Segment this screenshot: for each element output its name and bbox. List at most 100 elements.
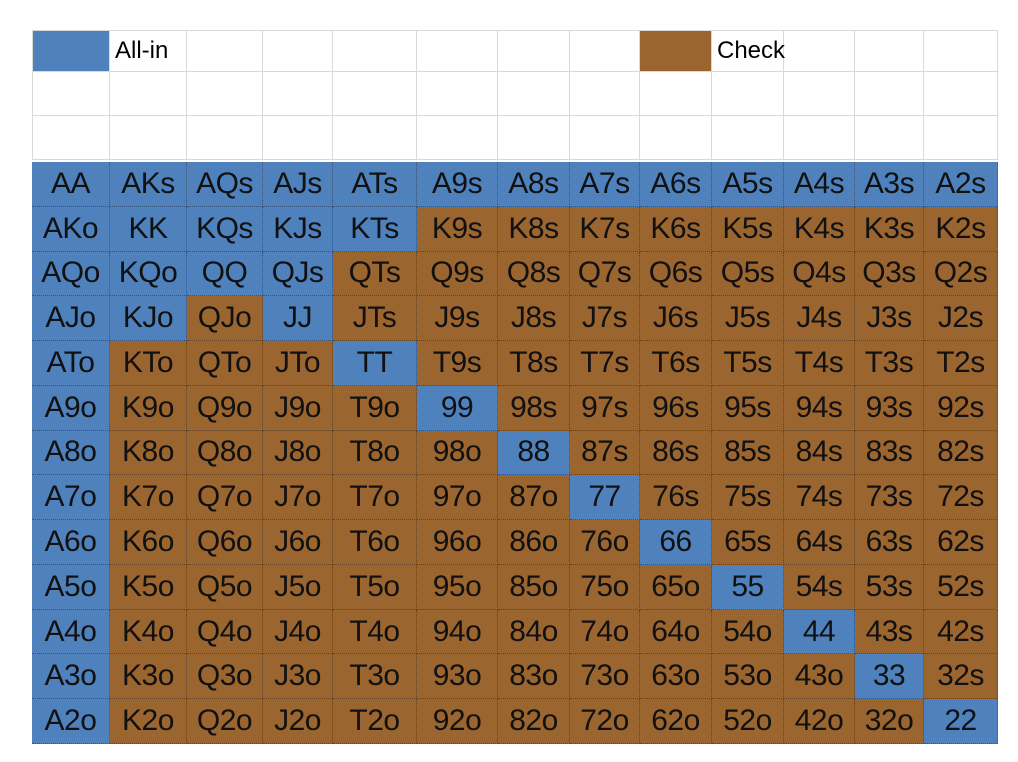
hand-cell[interactable]: 84s bbox=[784, 430, 855, 476]
hand-cell[interactable]: J2o bbox=[263, 699, 333, 744]
hand-cell[interactable]: JTo bbox=[263, 341, 333, 386]
hand-cell[interactable]: A8o bbox=[32, 430, 110, 476]
hand-cell[interactable]: A7s bbox=[570, 162, 640, 207]
hand-cell[interactable]: Q6s bbox=[640, 251, 712, 297]
hand-cell[interactable]: A3o bbox=[32, 654, 110, 700]
hand-cell[interactable]: AA bbox=[32, 162, 110, 207]
spreadsheet-cell[interactable] bbox=[640, 72, 712, 116]
hand-cell[interactable]: T9o bbox=[333, 385, 417, 431]
spreadsheet-cell[interactable] bbox=[187, 72, 263, 116]
spreadsheet-cell[interactable] bbox=[712, 72, 784, 116]
hand-cell[interactable]: 82o bbox=[498, 699, 570, 744]
spreadsheet-cell[interactable] bbox=[498, 72, 570, 116]
spreadsheet-cell[interactable]: Check bbox=[712, 30, 785, 72]
spreadsheet-cell[interactable] bbox=[784, 72, 855, 116]
hand-cell[interactable]: A6s bbox=[640, 162, 712, 207]
spreadsheet-cell[interactable] bbox=[570, 30, 640, 72]
hand-cell[interactable]: Q3o bbox=[187, 654, 263, 700]
hand-cell[interactable]: 33 bbox=[855, 654, 924, 700]
hand-cell[interactable]: J5o bbox=[263, 564, 333, 610]
hand-cell[interactable]: T2o bbox=[333, 699, 417, 744]
hand-cell[interactable]: K5o bbox=[110, 564, 187, 610]
hand-cell[interactable]: 73s bbox=[855, 475, 924, 521]
hand-cell[interactable]: 87o bbox=[498, 475, 570, 521]
hand-cell[interactable]: T9s bbox=[417, 341, 498, 386]
hand-cell[interactable]: T7s bbox=[570, 341, 640, 386]
hand-cell[interactable]: 94o bbox=[417, 609, 498, 655]
hand-cell[interactable]: Q9s bbox=[417, 251, 498, 297]
hand-cell[interactable]: Q5s bbox=[712, 251, 784, 297]
hand-cell[interactable]: 85o bbox=[498, 564, 570, 610]
hand-cell[interactable]: 52s bbox=[924, 564, 998, 610]
hand-cell[interactable]: 63s bbox=[855, 520, 924, 565]
hand-cell[interactable]: KQo bbox=[110, 251, 187, 297]
hand-cell[interactable]: 74o bbox=[570, 609, 640, 655]
hand-cell[interactable]: Q5o bbox=[187, 564, 263, 610]
hand-cell[interactable]: K8s bbox=[498, 206, 570, 252]
hand-cell[interactable]: J8o bbox=[263, 430, 333, 476]
hand-cell[interactable]: Q7o bbox=[187, 475, 263, 521]
hand-cell[interactable]: K9o bbox=[110, 385, 187, 431]
spreadsheet-cell[interactable]: All-in bbox=[110, 30, 187, 72]
spreadsheet-cell[interactable] bbox=[498, 116, 570, 160]
spreadsheet-cell[interactable] bbox=[333, 72, 417, 116]
hand-cell[interactable]: T4s bbox=[784, 341, 855, 386]
hand-cell[interactable]: 88 bbox=[498, 430, 570, 476]
hand-cell[interactable]: 52o bbox=[712, 699, 784, 744]
hand-cell[interactable]: 62s bbox=[924, 520, 998, 565]
hand-cell[interactable]: K5s bbox=[712, 206, 784, 252]
spreadsheet-cell[interactable] bbox=[855, 30, 924, 72]
hand-cell[interactable]: 42s bbox=[924, 609, 998, 655]
hand-cell[interactable]: J6s bbox=[640, 296, 712, 342]
hand-cell[interactable]: KQs bbox=[187, 206, 263, 252]
hand-cell[interactable]: K3s bbox=[855, 206, 924, 252]
hand-cell[interactable]: AKo bbox=[32, 206, 110, 252]
hand-cell[interactable]: 22 bbox=[924, 699, 998, 744]
hand-cell[interactable]: 85s bbox=[712, 430, 784, 476]
hand-cell[interactable]: 97o bbox=[417, 475, 498, 521]
hand-cell[interactable]: 82s bbox=[924, 430, 998, 476]
hand-cell[interactable]: Q9o bbox=[187, 385, 263, 431]
hand-cell[interactable]: 93s bbox=[855, 385, 924, 431]
hand-cell[interactable]: AQs bbox=[187, 162, 263, 207]
spreadsheet-cell[interactable] bbox=[263, 72, 333, 116]
hand-cell[interactable]: 65s bbox=[712, 520, 784, 565]
hand-cell[interactable]: 64o bbox=[640, 609, 712, 655]
hand-cell[interactable]: 76s bbox=[640, 475, 712, 521]
hand-cell[interactable]: 98s bbox=[498, 385, 570, 431]
hand-cell[interactable]: J3o bbox=[263, 654, 333, 700]
spreadsheet-cell[interactable] bbox=[187, 116, 263, 160]
spreadsheet-cell[interactable] bbox=[32, 72, 110, 116]
spreadsheet-cell[interactable] bbox=[784, 116, 855, 160]
hand-cell[interactable]: KJo bbox=[110, 296, 187, 342]
hand-cell[interactable]: AQo bbox=[32, 251, 110, 297]
hand-cell[interactable]: 94s bbox=[784, 385, 855, 431]
hand-cell[interactable]: T3o bbox=[333, 654, 417, 700]
hand-cell[interactable]: K8o bbox=[110, 430, 187, 476]
spreadsheet-cell[interactable] bbox=[263, 30, 333, 72]
hand-cell[interactable]: T5s bbox=[712, 341, 784, 386]
spreadsheet-cell[interactable] bbox=[855, 116, 924, 160]
hand-cell[interactable]: 93o bbox=[417, 654, 498, 700]
hand-cell[interactable]: Q8o bbox=[187, 430, 263, 476]
hand-cell[interactable]: 84o bbox=[498, 609, 570, 655]
hand-cell[interactable]: 92s bbox=[924, 385, 998, 431]
hand-cell[interactable]: A9o bbox=[32, 385, 110, 431]
hand-cell[interactable]: 32s bbox=[924, 654, 998, 700]
hand-cell[interactable]: Q8s bbox=[498, 251, 570, 297]
hand-cell[interactable]: JJ bbox=[263, 296, 333, 342]
hand-cell[interactable]: 54o bbox=[712, 609, 784, 655]
hand-cell[interactable]: 63o bbox=[640, 654, 712, 700]
hand-cell[interactable]: J4o bbox=[263, 609, 333, 655]
hand-cell[interactable]: J5s bbox=[712, 296, 784, 342]
hand-cell[interactable]: J9s bbox=[417, 296, 498, 342]
hand-cell[interactable]: 86s bbox=[640, 430, 712, 476]
hand-cell[interactable]: JTs bbox=[333, 296, 417, 342]
hand-cell[interactable]: A9s bbox=[417, 162, 498, 207]
hand-cell[interactable]: 87s bbox=[570, 430, 640, 476]
hand-cell[interactable]: J4s bbox=[784, 296, 855, 342]
hand-cell[interactable]: A3s bbox=[855, 162, 924, 207]
hand-cell[interactable]: 97s bbox=[570, 385, 640, 431]
hand-cell[interactable]: 95o bbox=[417, 564, 498, 610]
hand-cell[interactable]: A2s bbox=[924, 162, 998, 207]
